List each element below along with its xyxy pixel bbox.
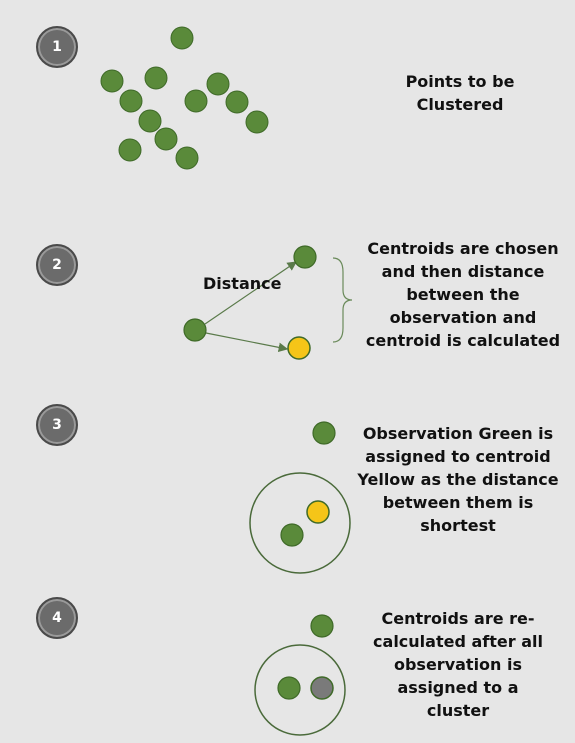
data-point: [118, 138, 142, 162]
data-point: [170, 26, 194, 50]
data-point: [206, 72, 230, 96]
data-point: [245, 110, 269, 134]
distance-label: Distance: [203, 274, 282, 293]
observation-point: [183, 318, 207, 342]
centroid-green: [293, 245, 317, 269]
observation-point: [280, 523, 304, 547]
distance-arrow-to-yellow: [205, 332, 289, 353]
step3-graphics: [249, 421, 351, 574]
step2-graphics: [183, 245, 353, 360]
centroid-green: [312, 421, 336, 445]
data-point: [100, 69, 124, 93]
step-3-badge: 3: [36, 404, 78, 446]
cluster-boundary: [249, 472, 351, 574]
data-point: [175, 146, 199, 170]
step1-points: [100, 26, 269, 170]
centroid-recalculated: [310, 676, 334, 700]
step-1-caption: Points to be Clustered: [405, 72, 515, 114]
centroid-green: [310, 614, 334, 638]
step-2-badge: 2: [36, 244, 78, 286]
step-4-caption: Centroids are re- calculated after all o…: [373, 609, 543, 720]
data-point: [154, 127, 178, 151]
step-4-badge: 4: [36, 597, 78, 639]
centroid-yellow: [306, 500, 330, 524]
data-point: [138, 109, 162, 133]
data-point: [119, 89, 143, 113]
brace: [332, 257, 353, 343]
distance-arrow-to-green: [204, 261, 297, 325]
data-point: [225, 90, 249, 114]
step4-graphics: [254, 614, 346, 736]
step-3-caption: Observation Green is assigned to centroi…: [357, 424, 559, 535]
centroid-yellow: [287, 336, 311, 360]
step-1-badge: 1: [36, 26, 78, 68]
step-2-caption: Centroids are chosen and then distance b…: [365, 239, 561, 350]
observation-point: [277, 676, 301, 700]
data-point: [184, 89, 208, 113]
cluster-boundary: [254, 644, 346, 736]
data-point: [144, 66, 168, 90]
